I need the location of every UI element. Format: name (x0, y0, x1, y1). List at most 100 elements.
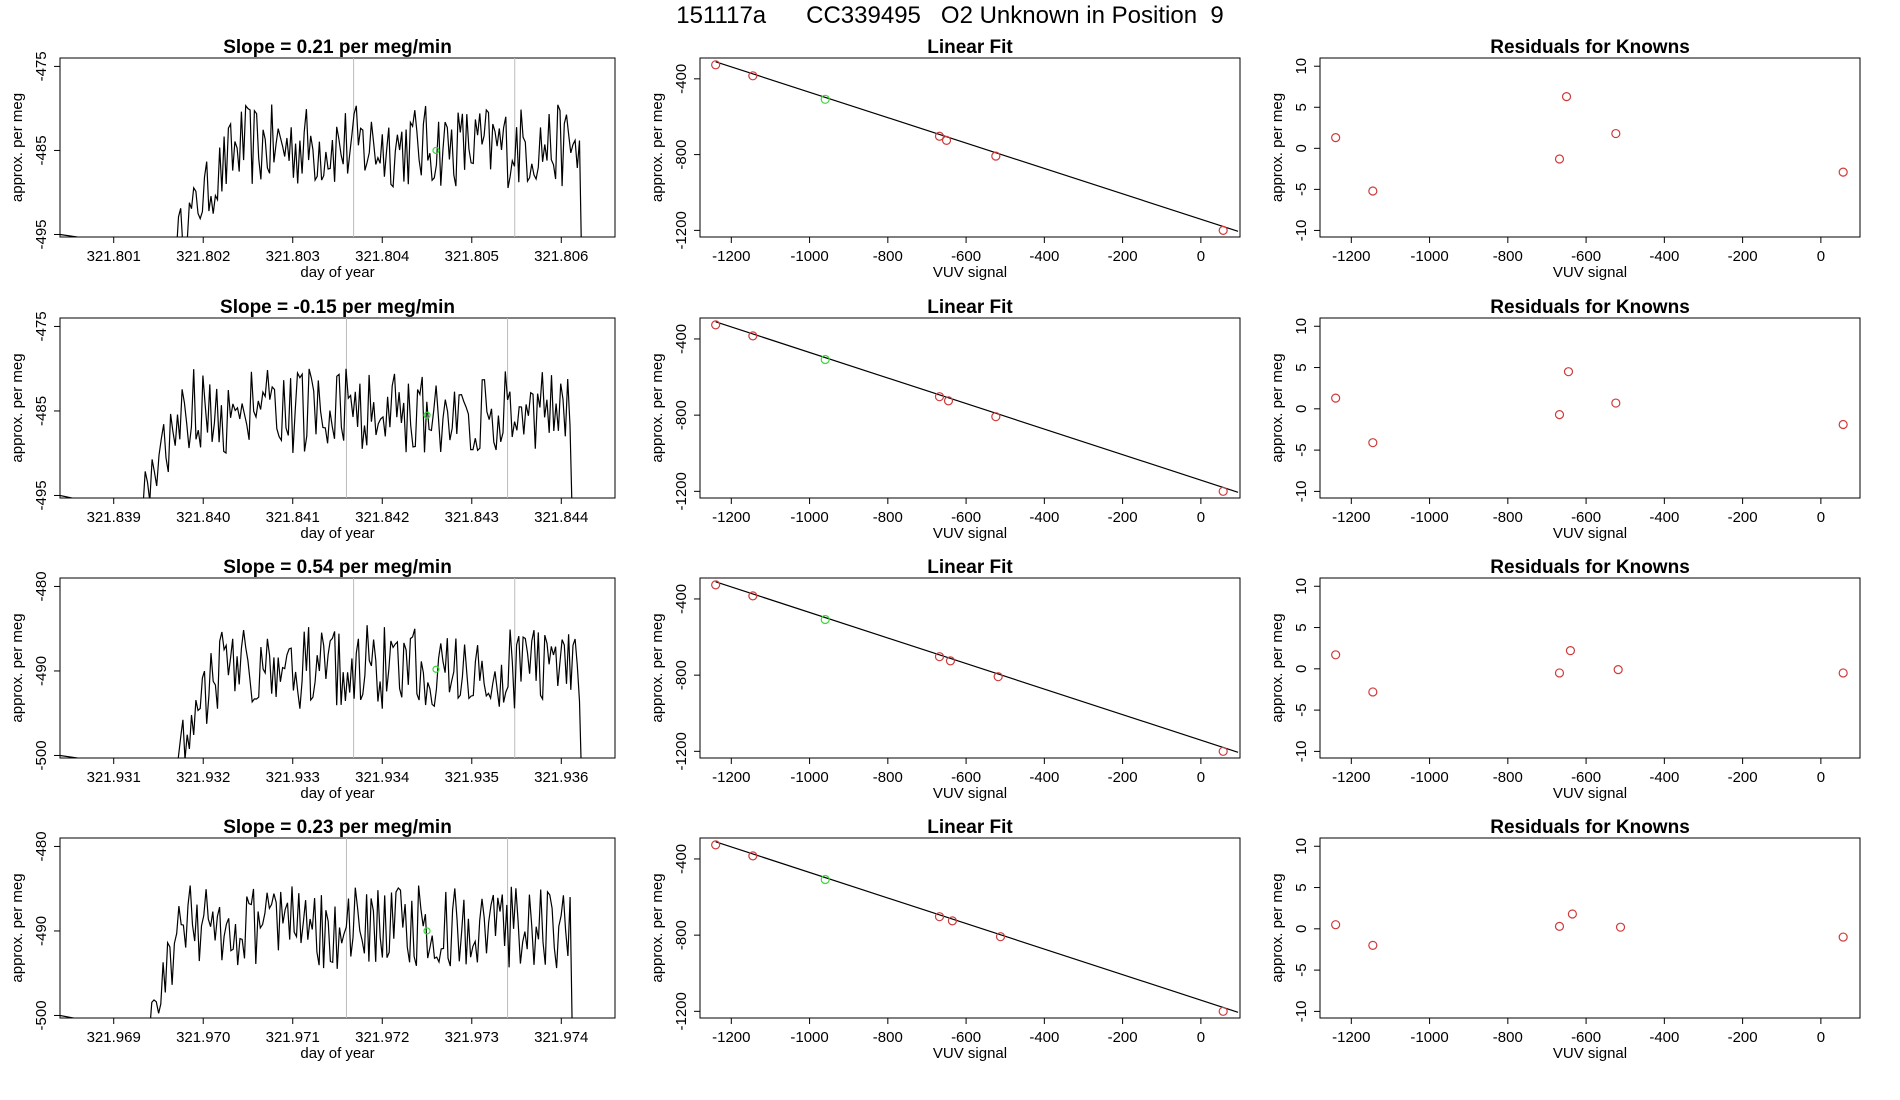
known-point (1554, 668, 1565, 678)
x-tick-label: -200 (1108, 769, 1138, 786)
x-axis-label: VUV signal (933, 525, 1007, 542)
known-point (1838, 932, 1848, 942)
plot-frame (59, 317, 616, 499)
plot-title: Linear Fit (927, 37, 1013, 58)
known-point (993, 672, 1003, 682)
x-tick-label: 321.931 (87, 769, 141, 786)
x-axis-label: VUV signal (1553, 525, 1627, 542)
y-axis-label: approx. per meg (1269, 353, 1286, 462)
linear-fit-panel: Linear Fit -1200 -1000 -800 -600 -400 -200 0 VUV… (649, 557, 1241, 802)
x-tick-label: 321.972 (355, 1029, 409, 1046)
y-tick-label: -485 (33, 396, 50, 426)
x-tick-label: -1000 (790, 248, 828, 265)
x-tick-label: -600 (951, 769, 981, 786)
x-tick-label: -400 (1649, 769, 1679, 786)
x-tick-label: -800 (873, 1029, 903, 1046)
known-point (1368, 687, 1378, 697)
x-axis-label: VUV signal (933, 1045, 1007, 1062)
x-tick-label: -1200 (1332, 509, 1370, 526)
x-tick-label: 0 (1817, 509, 1825, 526)
plot-frame (699, 57, 1241, 238)
linear-fit-panel: Linear Fit -1200 -1000 -800 -600 -400 -200 0 VUV… (649, 37, 1241, 281)
signal-trace (60, 885, 573, 1018)
y-tick-label: -1200 (673, 732, 690, 770)
unknown-point (432, 665, 440, 673)
x-tick-label: -800 (873, 248, 903, 265)
y-tick-label: -5 (1293, 703, 1310, 716)
data-layer (1331, 646, 1848, 697)
data-layer (60, 58, 582, 237)
residuals-panel: Residuals for Knowns-1200 -1000 -800 -600 -4… (1269, 817, 1861, 1062)
plot-title: Slope = 0.54 per meg/min (223, 557, 452, 578)
x-axis-label: VUV signal (1553, 1045, 1627, 1062)
x-tick-label: -1000 (1410, 769, 1448, 786)
y-tick-label: 5 (1293, 103, 1310, 111)
unknown-point (820, 354, 830, 365)
x-tick-label: 0 (1817, 769, 1825, 786)
timeseries-panel: Slope = 0.23 per meg/min 321.969 321.970 32… (9, 817, 616, 1062)
x-tick-label: 321.841 (266, 509, 320, 526)
x-tick-label: -800 (1493, 248, 1523, 265)
y-tick-label: -480 (33, 571, 50, 601)
known-point (1611, 398, 1621, 408)
plot-title: Slope = -0.15 per meg/min (220, 297, 455, 318)
y-tick-label: -500 (33, 740, 50, 770)
known-point (748, 331, 758, 341)
x-tick-label: -1200 (1332, 1029, 1370, 1046)
linear-fit-panel: Linear Fit -1200 -1000 -800 -600 -400 -200 0 VUV… (649, 297, 1241, 542)
known-point (945, 656, 956, 666)
x-tick-label: -400 (1029, 509, 1059, 526)
x-tick-label: -1000 (1410, 1029, 1448, 1046)
y-tick-label: 5 (1293, 623, 1310, 631)
y-tick-label: 5 (1293, 363, 1310, 371)
residuals-panel: Residuals for Knowns-1200 -1000 -800 -600 -4… (1269, 37, 1861, 281)
y-axis-label: approx. per meg (9, 353, 26, 462)
x-axis-label: VUV signal (1553, 785, 1627, 802)
y-tick-label: 5 (1293, 883, 1310, 891)
unknown-point (820, 874, 830, 885)
unknown-point (432, 146, 440, 155)
x-axis-label: VUV signal (933, 785, 1007, 802)
plot-title: Residuals for Knowns (1490, 557, 1690, 578)
y-axis-label: approx. per meg (649, 873, 666, 982)
timeseries-panel: Slope = 0.21 per meg/min 321.801 321.802 32… (9, 37, 616, 281)
x-tick-label: -400 (1649, 248, 1679, 265)
x-tick-label: 0 (1817, 248, 1825, 265)
known-point (1567, 909, 1577, 919)
plot-title: Linear Fit (927, 817, 1013, 838)
x-tick-label: -1200 (712, 248, 750, 265)
x-tick-label: 321.970 (176, 1029, 230, 1046)
x-tick-label: 321.932 (176, 769, 230, 786)
y-tick-label: 10 (1293, 838, 1310, 855)
x-axis-label: VUV signal (933, 264, 1007, 281)
plot-frame (1319, 317, 1861, 499)
plot-frame (59, 837, 616, 1019)
signal-trace (60, 104, 582, 237)
data-layer (711, 840, 1239, 1016)
y-tick-label: 0 (1293, 405, 1310, 413)
y-tick-label: -10 (1293, 481, 1310, 503)
y-tick-label: -5 (1293, 183, 1310, 196)
x-tick-label: -1000 (790, 1029, 828, 1046)
x-tick-label: 321.973 (445, 1029, 499, 1046)
y-tick-label: -800 (673, 400, 690, 430)
timeseries-panel: Slope = 0.54 per meg/min 321.931 321.932 32… (9, 557, 616, 802)
known-point (711, 60, 721, 70)
x-tick-label: 321.806 (534, 248, 588, 265)
y-axis-label: approx. per meg (9, 93, 26, 202)
known-point (748, 591, 758, 601)
plot-title: Slope = 0.21 per meg/min (223, 37, 452, 58)
plot-frame (59, 57, 616, 238)
x-tick-label: -200 (1108, 1029, 1138, 1046)
x-tick-label: -1200 (1332, 248, 1370, 265)
data-layer (60, 578, 582, 758)
y-tick-label: -490 (33, 656, 50, 686)
y-tick-label: 0 (1293, 925, 1310, 933)
plot-title: Residuals for Knowns (1490, 297, 1690, 318)
y-axis-label: approx. per meg (649, 613, 666, 722)
x-tick-label: -400 (1649, 1029, 1679, 1046)
y-axis-label: approx. per meg (1269, 613, 1286, 722)
data-layer (711, 580, 1239, 756)
known-point (934, 392, 945, 402)
